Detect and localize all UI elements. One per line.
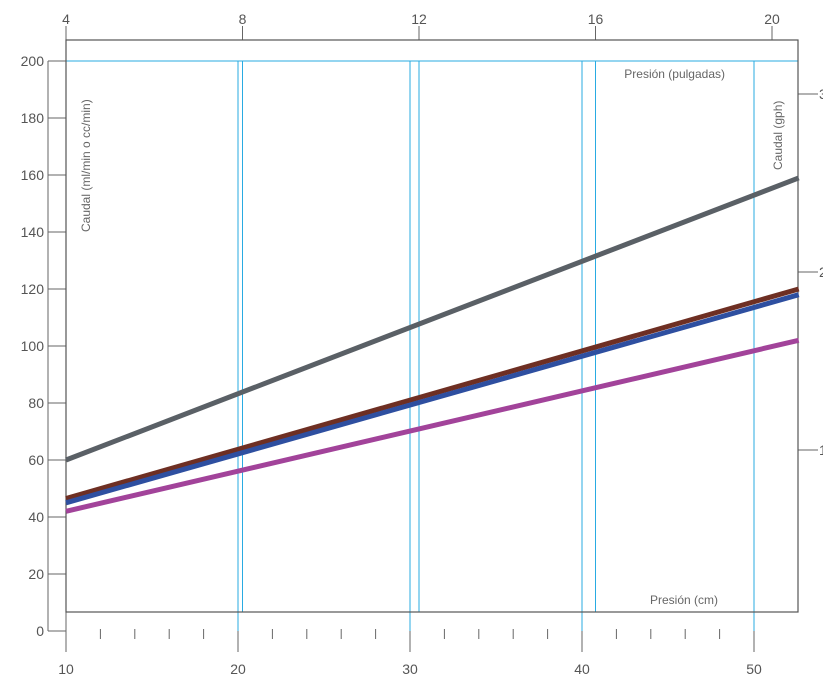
x-tick-label: 40: [574, 661, 590, 677]
x2-tick-label: 12: [411, 11, 427, 27]
y-tick-label: 180: [21, 110, 45, 126]
x2-tick-label: 4: [62, 11, 70, 27]
x-axis-ticks: 10 20 30 40 50: [58, 612, 762, 677]
series-line-2: [65, 286, 800, 501]
x-tick-label: 50: [746, 661, 762, 677]
x2-tick-label: 16: [588, 11, 604, 27]
x-axis-title: Presión (cm): [650, 593, 718, 607]
y-axis-title: Caudal (ml/min o cc/min): [79, 99, 93, 232]
series-line-4: [65, 337, 800, 514]
plot-frame: [65, 39, 799, 613]
y-tick-label: 100: [21, 338, 45, 354]
grid-lines: [66, 60, 798, 631]
y-tick-label: 40: [28, 509, 44, 525]
y2-tick-label: 1: [819, 442, 823, 458]
y-tick-label: 160: [21, 167, 45, 183]
series-line-1: [65, 175, 800, 463]
y-tick-label: 60: [28, 452, 44, 468]
y-tick-label: 200: [21, 53, 45, 69]
y2-axis-ticks: 1 2 3: [798, 86, 823, 458]
series-lines: [65, 175, 800, 514]
y2-axis-title: Caudal (gph): [771, 101, 785, 170]
x2-axis-ticks: 4 8 12 16 20: [62, 11, 780, 40]
x-tick-label: 20: [230, 661, 246, 677]
x2-axis-title: Presión (pulgadas): [624, 67, 725, 81]
y-tick-label: 20: [28, 566, 44, 582]
x2-tick-label: 8: [239, 11, 247, 27]
y2-tick-label: 3: [819, 86, 823, 102]
x-tick-label: 30: [402, 661, 418, 677]
y-tick-label: 80: [28, 395, 44, 411]
x-tick-label: 10: [58, 661, 74, 677]
x2-tick-label: 20: [764, 11, 780, 27]
y2-tick-label: 2: [819, 264, 823, 280]
series-line-3: [65, 292, 800, 506]
y-tick-label: 0: [36, 623, 44, 639]
y-tick-label: 140: [21, 224, 45, 240]
y-axis-ticks: 0 20 40 60 80 100 120 140 160 180 200: [21, 53, 66, 639]
y-tick-label: 120: [21, 281, 45, 297]
